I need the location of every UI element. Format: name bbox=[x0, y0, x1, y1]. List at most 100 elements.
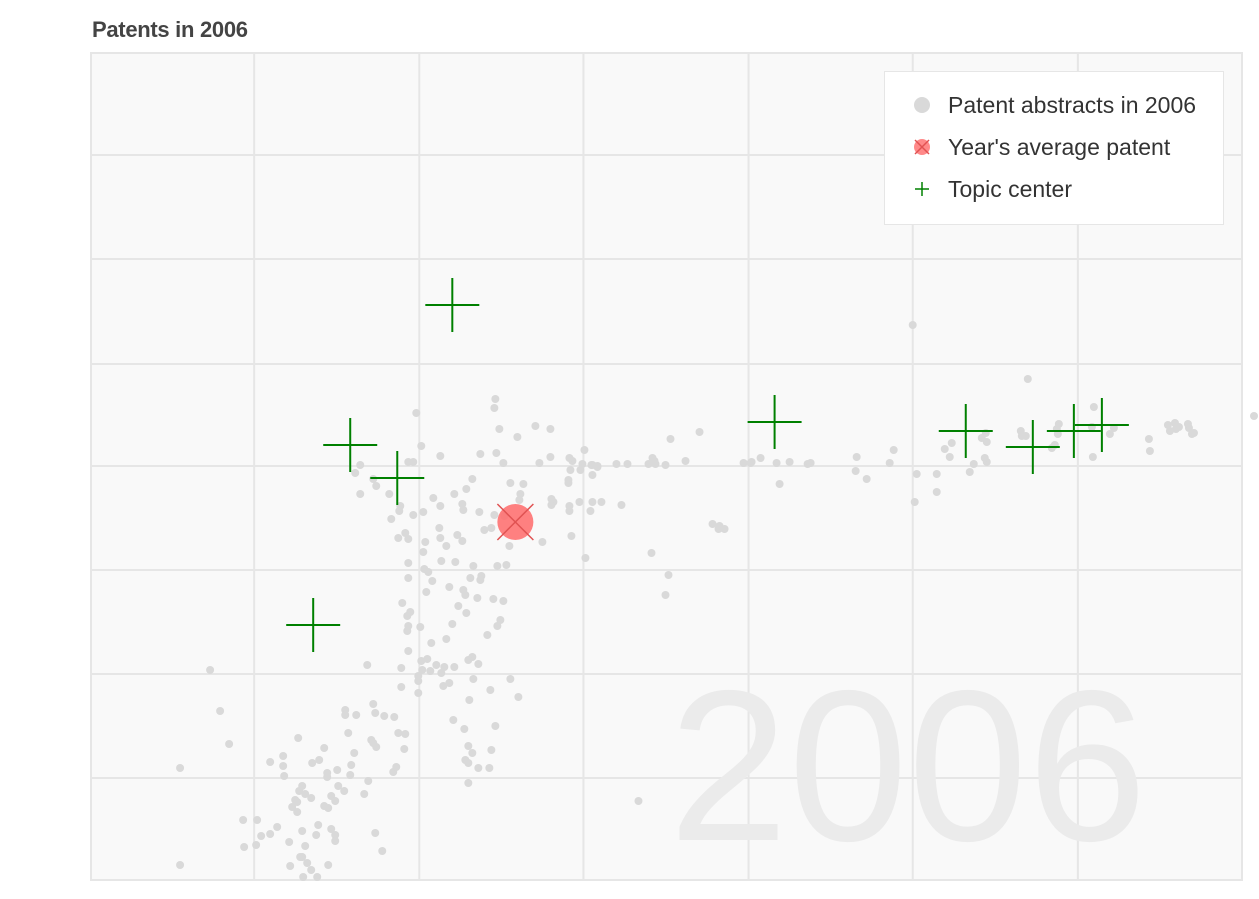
patent-point bbox=[442, 542, 451, 550]
patent-point bbox=[437, 557, 446, 565]
patent-point bbox=[451, 558, 460, 566]
patent-point bbox=[1105, 430, 1114, 438]
patent-point bbox=[466, 574, 475, 582]
patent-point bbox=[715, 522, 724, 530]
patent-point bbox=[398, 599, 407, 607]
patent-point bbox=[1088, 453, 1097, 461]
patent-point bbox=[286, 862, 295, 870]
patent-point bbox=[772, 459, 781, 467]
patent-point bbox=[323, 773, 332, 781]
patent-point bbox=[947, 439, 956, 447]
average-x-line bbox=[496, 503, 534, 541]
gray-dot-icon bbox=[909, 92, 935, 118]
patent-point bbox=[369, 700, 378, 708]
patent-point bbox=[739, 459, 748, 467]
patent-point bbox=[474, 764, 483, 772]
patent-point bbox=[565, 507, 574, 515]
patent-point bbox=[404, 559, 413, 567]
patent-point bbox=[575, 498, 584, 506]
patent-point bbox=[429, 494, 438, 502]
patent-point bbox=[367, 736, 376, 744]
patent-point bbox=[378, 847, 387, 855]
patent-point bbox=[515, 496, 524, 504]
patent-point bbox=[491, 395, 500, 403]
patent-point bbox=[404, 535, 413, 543]
patent-point bbox=[661, 461, 670, 469]
legend-label-topic-center: Topic center bbox=[948, 175, 1073, 202]
topic-center-marker bbox=[938, 404, 993, 458]
patent-point bbox=[288, 803, 297, 811]
patent-point bbox=[440, 663, 449, 671]
patent-point bbox=[293, 808, 302, 816]
patent-point bbox=[333, 766, 342, 774]
legend-label-patent-abstracts: Patent abstracts in 2006 bbox=[948, 91, 1197, 118]
patent-point bbox=[450, 490, 459, 498]
patent-point bbox=[462, 485, 471, 493]
patent-points bbox=[176, 321, 1259, 881]
patent-point bbox=[394, 534, 403, 542]
patent-point bbox=[307, 866, 316, 874]
patent-point bbox=[428, 577, 437, 585]
patent-point bbox=[708, 520, 717, 528]
patent-point bbox=[266, 830, 275, 838]
patent-point bbox=[301, 790, 310, 798]
patent-point bbox=[427, 639, 436, 647]
patent-point bbox=[253, 816, 262, 824]
patent-point bbox=[298, 782, 307, 790]
patent-point bbox=[296, 853, 305, 861]
patent-point bbox=[1250, 412, 1259, 420]
patent-point bbox=[418, 666, 427, 674]
patent-point bbox=[364, 777, 373, 785]
patent-point bbox=[461, 591, 470, 599]
topic-center-marker bbox=[370, 451, 425, 505]
patent-point bbox=[308, 759, 317, 767]
topic-center-marker bbox=[747, 395, 802, 449]
patent-point bbox=[932, 488, 941, 496]
topic-centers bbox=[286, 278, 1129, 652]
patent-point bbox=[465, 696, 474, 704]
patent-point bbox=[397, 664, 406, 672]
patent-point bbox=[303, 859, 312, 867]
patent-point bbox=[406, 608, 415, 616]
patent-point bbox=[499, 459, 508, 467]
patent-point bbox=[586, 507, 595, 515]
patent-point bbox=[371, 709, 380, 717]
patent-point bbox=[538, 538, 547, 546]
patent-point bbox=[617, 501, 626, 509]
patent-point bbox=[623, 460, 632, 468]
patent-point bbox=[347, 761, 356, 769]
patent-point bbox=[977, 434, 986, 442]
patent-point bbox=[324, 804, 333, 812]
patent-point bbox=[409, 511, 418, 519]
patent-point bbox=[458, 500, 467, 508]
patent-point bbox=[252, 841, 261, 849]
legend-item-topic-center: Topic center bbox=[909, 168, 1223, 210]
patent-point bbox=[588, 498, 597, 506]
patent-point bbox=[889, 446, 898, 454]
patent-point bbox=[423, 655, 432, 663]
patent-point bbox=[546, 453, 555, 461]
patent-point bbox=[464, 759, 473, 767]
patent-point bbox=[301, 842, 310, 850]
patent-point bbox=[412, 409, 421, 417]
patent-point bbox=[634, 797, 643, 805]
patent-point bbox=[307, 794, 316, 802]
patent-point bbox=[862, 475, 871, 483]
patent-point bbox=[564, 479, 573, 487]
patent-point bbox=[666, 435, 675, 443]
patent-point bbox=[439, 682, 448, 690]
patent-point bbox=[486, 686, 495, 694]
patent-point bbox=[404, 574, 413, 582]
patent-point bbox=[387, 515, 396, 523]
patent-point bbox=[496, 616, 505, 624]
patent-point bbox=[469, 675, 478, 683]
patent-point bbox=[1189, 429, 1198, 437]
patent-point bbox=[176, 861, 185, 869]
patent-point bbox=[404, 622, 413, 630]
patent-point bbox=[401, 529, 410, 537]
patent-point bbox=[417, 657, 426, 665]
patent-point bbox=[908, 321, 917, 329]
patent-point bbox=[280, 772, 289, 780]
patent-point bbox=[502, 561, 511, 569]
